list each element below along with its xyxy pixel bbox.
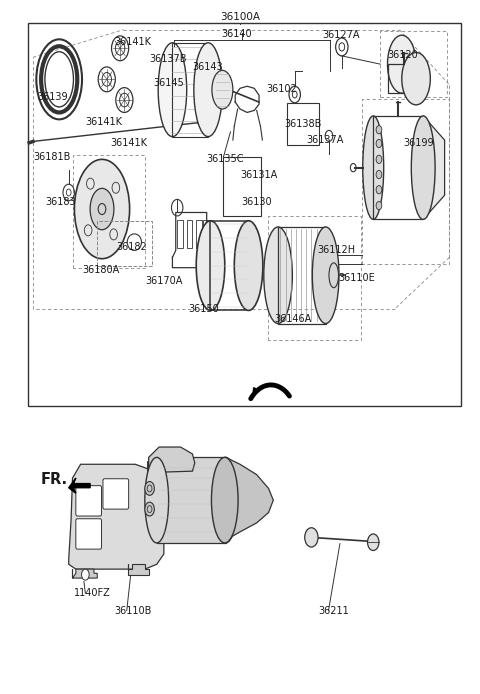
Text: 36146A: 36146A — [275, 314, 312, 324]
Bar — [387, 64, 416, 93]
Bar — [97, 221, 152, 266]
Text: 36138B: 36138B — [285, 119, 322, 129]
Circle shape — [376, 139, 382, 148]
Polygon shape — [423, 116, 444, 219]
Polygon shape — [226, 457, 273, 540]
Ellipse shape — [387, 35, 416, 93]
Text: 36141K: 36141K — [114, 37, 151, 47]
Text: 36150: 36150 — [189, 304, 219, 314]
Text: 36141K: 36141K — [85, 117, 122, 127]
Text: 36211: 36211 — [319, 606, 349, 616]
Polygon shape — [128, 564, 149, 575]
FancyBboxPatch shape — [103, 479, 129, 509]
Bar — [172, 43, 208, 137]
Ellipse shape — [212, 70, 233, 109]
Polygon shape — [69, 464, 166, 569]
Ellipse shape — [264, 227, 292, 323]
Ellipse shape — [214, 457, 238, 543]
Text: 36112H: 36112H — [318, 246, 356, 255]
Ellipse shape — [74, 160, 130, 259]
Text: 36199: 36199 — [403, 139, 434, 149]
Bar — [28, 23, 461, 405]
Bar — [196, 220, 202, 248]
Text: 36183: 36183 — [45, 197, 75, 207]
Ellipse shape — [158, 43, 187, 137]
Circle shape — [376, 126, 382, 134]
Text: 36139: 36139 — [38, 92, 68, 102]
Bar — [373, 116, 423, 219]
Circle shape — [145, 482, 155, 496]
Bar — [278, 227, 325, 323]
Text: 36130: 36130 — [241, 197, 272, 207]
Text: 36100A: 36100A — [220, 12, 260, 22]
FancyBboxPatch shape — [76, 486, 102, 516]
Text: 36127A: 36127A — [322, 30, 360, 40]
Text: 36181B: 36181B — [33, 152, 71, 162]
Circle shape — [368, 534, 379, 550]
Ellipse shape — [196, 221, 225, 310]
Circle shape — [376, 201, 382, 210]
Text: 36120: 36120 — [387, 49, 418, 60]
Text: 36102: 36102 — [266, 84, 297, 94]
Bar — [177, 220, 183, 248]
Bar — [223, 158, 262, 216]
Bar — [211, 221, 249, 310]
FancyBboxPatch shape — [76, 519, 102, 549]
Text: 36170A: 36170A — [145, 276, 182, 286]
Ellipse shape — [212, 457, 238, 543]
Ellipse shape — [402, 53, 431, 105]
Ellipse shape — [145, 457, 168, 543]
Polygon shape — [149, 447, 195, 473]
Circle shape — [376, 155, 382, 164]
Ellipse shape — [90, 188, 114, 230]
Circle shape — [165, 448, 180, 469]
FancyBboxPatch shape — [157, 457, 226, 543]
Ellipse shape — [234, 221, 263, 310]
Ellipse shape — [194, 43, 222, 137]
Text: 36137A: 36137A — [307, 135, 344, 145]
Text: 36143: 36143 — [192, 62, 223, 72]
Text: 36141K: 36141K — [110, 139, 147, 149]
Circle shape — [305, 527, 318, 547]
Text: FR.: FR. — [41, 472, 68, 487]
Text: 36110B: 36110B — [114, 606, 152, 616]
Text: 36145: 36145 — [154, 78, 184, 88]
Bar — [147, 470, 159, 478]
Circle shape — [145, 502, 155, 516]
Ellipse shape — [363, 116, 384, 219]
Text: 36182: 36182 — [116, 242, 147, 252]
Bar — [203, 220, 209, 248]
Bar — [147, 461, 159, 475]
Bar — [287, 103, 319, 145]
Text: 36135C: 36135C — [207, 153, 244, 164]
Ellipse shape — [411, 116, 435, 219]
Circle shape — [376, 171, 382, 178]
Bar — [187, 220, 192, 248]
Text: 36137B: 36137B — [150, 53, 187, 64]
Circle shape — [376, 185, 382, 194]
Text: 36131A: 36131A — [240, 170, 277, 180]
Text: 36180A: 36180A — [82, 264, 119, 275]
Text: 1140FZ: 1140FZ — [74, 589, 111, 598]
Text: 36140: 36140 — [221, 29, 252, 39]
Polygon shape — [72, 569, 97, 578]
Polygon shape — [69, 478, 90, 493]
Circle shape — [82, 569, 89, 580]
Ellipse shape — [312, 227, 339, 323]
Text: 36110E: 36110E — [338, 273, 375, 283]
